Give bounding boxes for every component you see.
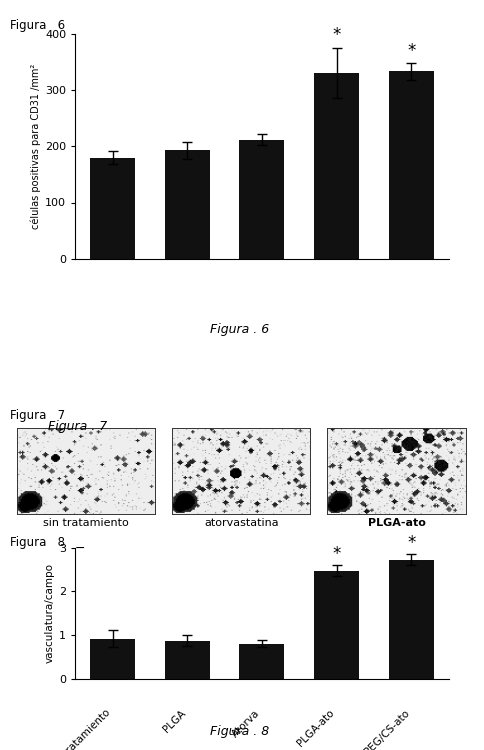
Text: PLGA: PLGA bbox=[161, 708, 187, 734]
Text: *: * bbox=[406, 41, 415, 60]
Text: Figura   7: Figura 7 bbox=[10, 409, 65, 422]
Text: −: − bbox=[75, 542, 86, 554]
Bar bbox=[314, 571, 358, 679]
Bar bbox=[239, 140, 284, 259]
Bar bbox=[388, 71, 433, 259]
Text: *: * bbox=[406, 534, 415, 552]
Text: Figura   8: Figura 8 bbox=[10, 536, 64, 549]
Bar bbox=[165, 640, 209, 679]
Text: sin tratamiento: sin tratamiento bbox=[43, 518, 129, 527]
Bar bbox=[90, 638, 135, 679]
Text: sin tratamiento: sin tratamiento bbox=[48, 708, 112, 750]
Text: Figura   6: Figura 6 bbox=[10, 19, 65, 32]
Text: PEG/CS-ato: PEG/CS-ato bbox=[362, 708, 410, 750]
Bar bbox=[239, 644, 284, 679]
Text: atorvastatina: atorvastatina bbox=[204, 518, 278, 527]
Text: Figura . 7: Figura . 7 bbox=[48, 420, 107, 433]
Text: Figura . 8: Figura . 8 bbox=[210, 724, 269, 738]
Text: *: * bbox=[332, 545, 340, 563]
Text: *: * bbox=[332, 26, 340, 44]
Bar bbox=[314, 74, 358, 259]
Bar bbox=[90, 158, 135, 259]
Y-axis label: vasculatura/campo: vasculatura/campo bbox=[45, 563, 55, 663]
Bar bbox=[165, 150, 209, 259]
Bar bbox=[388, 560, 433, 679]
Text: PLGA-ato: PLGA-ato bbox=[367, 518, 424, 527]
Text: Atorva: Atorva bbox=[230, 708, 261, 739]
Y-axis label: células positivas para CD31 /mm²: células positivas para CD31 /mm² bbox=[30, 64, 41, 229]
Text: PLGA-ato: PLGA-ato bbox=[295, 708, 336, 748]
Text: Figura . 6: Figura . 6 bbox=[210, 323, 269, 337]
